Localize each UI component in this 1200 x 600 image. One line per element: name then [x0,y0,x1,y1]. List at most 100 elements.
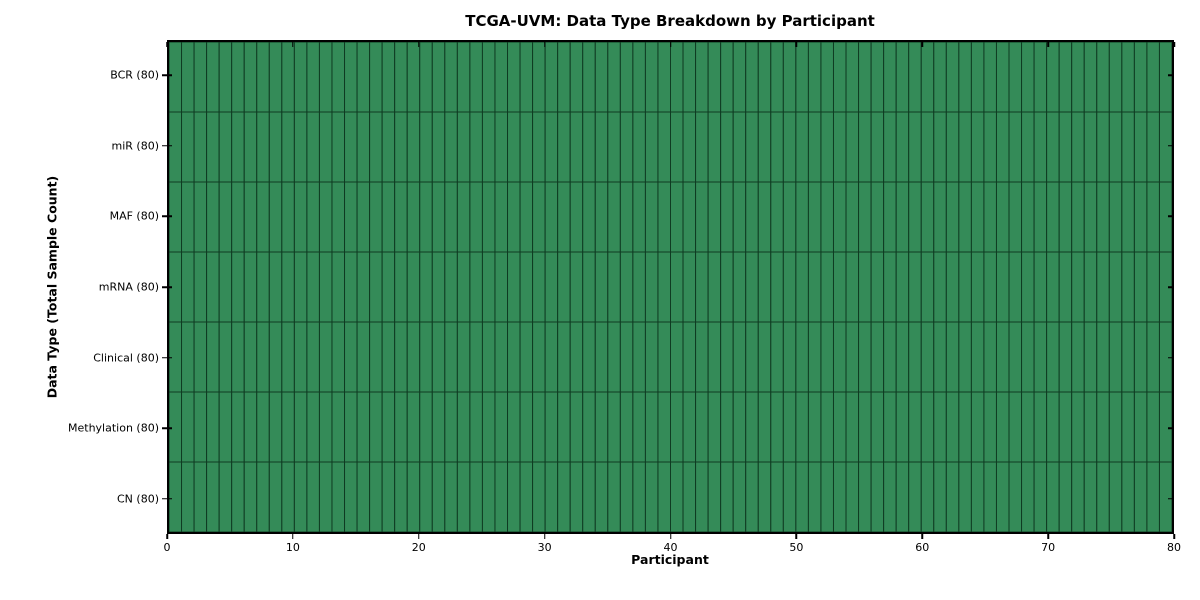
cell [745,42,759,113]
cell [1083,111,1098,183]
cell [632,111,646,183]
cell [807,42,822,113]
cell [356,251,371,323]
cell [1121,111,1135,183]
cell [532,42,546,113]
cell [381,111,396,183]
x-tick-mark [921,534,924,539]
cell [481,391,496,463]
x-tick-mark [292,534,294,539]
cell [1083,461,1098,532]
cell [1021,251,1035,323]
cell [908,181,922,253]
cell [682,251,697,323]
cell [920,391,935,463]
cell [1108,461,1123,532]
cell [883,461,897,532]
cell [369,111,383,183]
cell [268,181,283,253]
x-tick-label: 10 [285,541,300,554]
cell [983,111,997,183]
y-tick-mark-inner [169,145,172,147]
x-tick-label: 40 [663,541,678,554]
cell [782,42,797,113]
cell [1146,391,1160,463]
cell [757,251,772,323]
cell [832,251,847,323]
cell [732,461,747,532]
cell [306,111,320,183]
cell [431,391,446,463]
cell [920,321,935,393]
cell [732,111,747,183]
cell [431,42,446,113]
cell [1108,111,1123,183]
cell [895,181,910,253]
y-tick-mark [162,74,167,77]
cell [419,42,433,113]
cell [544,251,559,323]
x-tick-mark-top [1047,42,1049,47]
cell [1146,111,1160,183]
cell [243,321,258,393]
cell [243,391,258,463]
cell [632,42,646,113]
cell [318,321,333,393]
cell [293,321,308,393]
cell [883,181,897,253]
cell [657,181,671,253]
cell [444,391,458,463]
cell [481,42,496,113]
cell [895,111,910,183]
cell [582,321,596,393]
cell [1096,391,1110,463]
cell [870,181,885,253]
cell [895,321,910,393]
cell [281,461,295,532]
cell [281,111,295,183]
cell [1133,111,1148,183]
cell [193,42,208,113]
cell [193,391,208,463]
cell [406,181,421,253]
cell [920,111,935,183]
cell [519,181,534,253]
cell [945,181,960,253]
cell [469,42,483,113]
y-tick-mark [162,356,167,359]
cell [431,181,446,253]
y-tick-label: miR (80) [111,139,160,153]
y-tick-label: Methylation (80) [68,421,159,435]
cell [970,321,985,393]
cell [1096,251,1110,323]
cell [682,321,697,393]
cell [481,251,496,323]
cell [594,181,609,253]
heatmap-grid [169,42,1172,532]
cell [619,251,634,323]
cell [883,391,897,463]
cell [933,391,947,463]
cell [908,111,922,183]
x-tick-label: 80 [1167,541,1181,554]
cell [331,111,346,183]
cell [845,181,860,253]
cell [920,181,935,253]
cell [770,181,784,253]
cell [256,181,270,253]
cell [569,181,584,253]
cell [331,321,346,393]
x-tick-mark [1173,534,1175,539]
cell [419,251,433,323]
cell [995,461,1010,532]
cell [795,251,809,323]
cell [344,321,358,393]
cell [632,391,646,463]
cell [870,391,885,463]
cell [469,111,483,183]
cell [770,42,784,113]
cell [369,42,383,113]
cell [883,251,897,323]
cell [519,461,534,532]
y-tick-mark [162,145,167,147]
